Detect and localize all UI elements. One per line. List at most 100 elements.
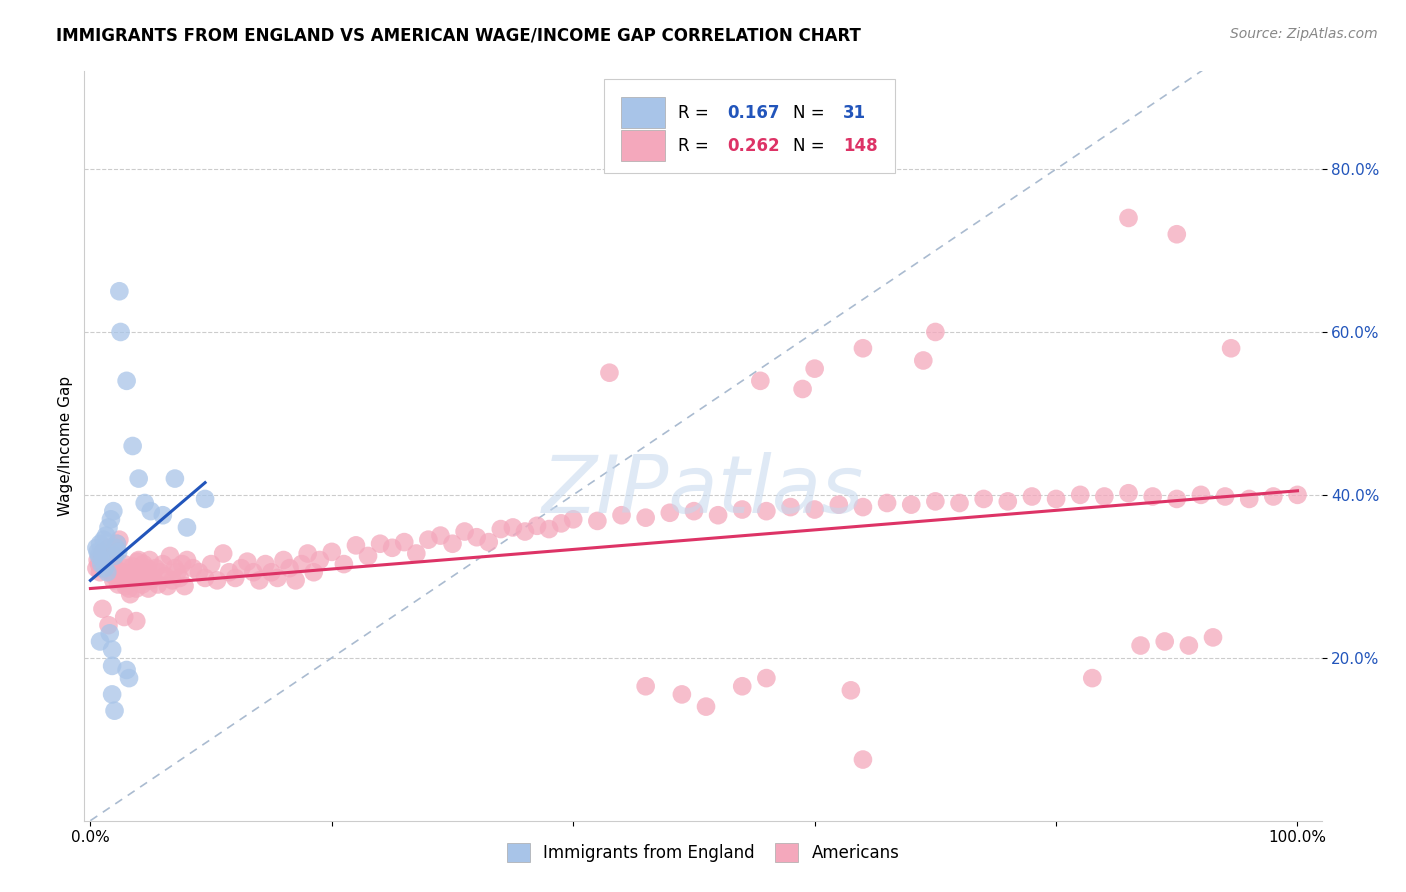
FancyBboxPatch shape [605, 78, 894, 172]
Text: 0.262: 0.262 [728, 136, 780, 154]
Point [852, 753, 875, 767]
Point [1118, 211, 1140, 225]
Point [224, 571, 246, 585]
Point [90, 557, 112, 571]
Point [103, 704, 125, 718]
Point [1286, 488, 1309, 502]
Point [124, 569, 146, 583]
Point [924, 494, 946, 508]
Point [610, 508, 633, 523]
Point [513, 524, 536, 539]
Point [104, 561, 127, 575]
Point [278, 561, 301, 575]
FancyBboxPatch shape [621, 130, 665, 161]
Text: IMMIGRANTS FROM ENGLAND VS AMERICAN WAGE/INCOME GAP CORRELATION CHART: IMMIGRANTS FROM ENGLAND VS AMERICAN WAGE… [56, 27, 860, 45]
Point [122, 574, 145, 588]
Point [101, 687, 124, 701]
Point [128, 553, 150, 567]
Point [134, 566, 156, 580]
FancyBboxPatch shape [621, 97, 665, 128]
Point [852, 500, 875, 514]
Point [91, 545, 114, 559]
Point [101, 642, 124, 657]
Point [103, 549, 125, 563]
Point [453, 524, 475, 539]
Point [101, 547, 124, 561]
Point [169, 571, 191, 585]
Point [200, 557, 222, 571]
Point [111, 571, 134, 585]
Point [128, 472, 150, 486]
Point [93, 555, 115, 569]
Point [368, 537, 391, 551]
Point [634, 679, 657, 693]
Point [973, 491, 995, 506]
Point [114, 579, 136, 593]
Point [394, 535, 416, 549]
Point [100, 512, 122, 526]
Point [142, 571, 165, 585]
Point [96, 566, 118, 580]
Point [586, 514, 609, 528]
Point [489, 522, 512, 536]
Point [194, 491, 217, 506]
Point [562, 512, 585, 526]
Point [598, 366, 620, 380]
Text: Source: ZipAtlas.com: Source: ZipAtlas.com [1230, 27, 1378, 41]
Point [242, 566, 264, 580]
Point [163, 561, 186, 575]
Point [108, 285, 131, 299]
Legend: Immigrants from England, Americans: Immigrants from England, Americans [501, 836, 905, 869]
Point [89, 634, 111, 648]
Point [1178, 639, 1201, 653]
Point [118, 582, 141, 596]
Point [105, 537, 128, 551]
Point [97, 520, 120, 534]
Point [1263, 490, 1285, 504]
Point [357, 549, 380, 563]
Point [247, 574, 270, 588]
Point [381, 541, 404, 555]
Point [405, 547, 427, 561]
Point [98, 626, 121, 640]
Point [302, 566, 325, 580]
Point [671, 687, 693, 701]
Point [1189, 488, 1212, 502]
Point [948, 496, 970, 510]
Point [266, 571, 288, 585]
Point [120, 566, 142, 580]
Point [121, 559, 143, 574]
Point [115, 561, 138, 575]
Point [749, 374, 772, 388]
Point [94, 563, 117, 577]
Point [135, 574, 157, 588]
Point [107, 545, 129, 559]
Point [136, 561, 159, 575]
Point [118, 671, 141, 685]
Point [138, 553, 160, 567]
Point [152, 508, 174, 523]
Point [94, 561, 117, 575]
Point [1129, 639, 1152, 653]
Point [291, 557, 314, 571]
Point [181, 561, 204, 575]
Point [176, 520, 198, 534]
Point [103, 504, 125, 518]
Point [1213, 490, 1236, 504]
Point [1166, 227, 1188, 242]
Point [110, 574, 132, 588]
Point [107, 577, 129, 591]
Point [284, 574, 307, 588]
Point [695, 699, 717, 714]
Point [1069, 488, 1091, 502]
Point [155, 569, 177, 583]
Point [112, 610, 135, 624]
Point [273, 553, 295, 567]
Point [526, 518, 548, 533]
Point [94, 528, 117, 542]
Point [231, 561, 253, 575]
Point [1142, 490, 1164, 504]
Point [86, 541, 108, 555]
Point [173, 579, 195, 593]
Point [86, 561, 108, 575]
